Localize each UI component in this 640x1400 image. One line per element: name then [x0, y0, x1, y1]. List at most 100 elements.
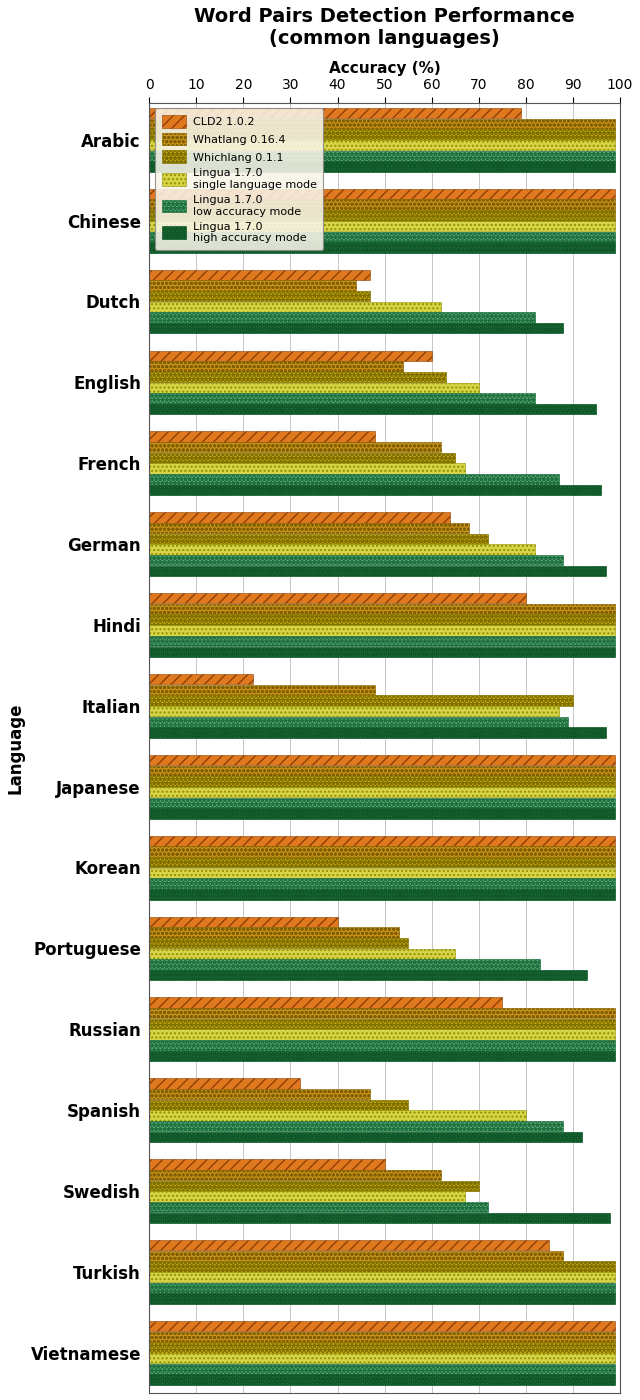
- Bar: [149, 594, 526, 603]
- Bar: [149, 626, 615, 636]
- Bar: [149, 242, 615, 252]
- Bar: [149, 755, 615, 766]
- Bar: [149, 1273, 615, 1282]
- Bar: [149, 119, 615, 129]
- Bar: [149, 836, 615, 846]
- Bar: [149, 475, 559, 484]
- Bar: [149, 108, 521, 118]
- Bar: [149, 291, 371, 301]
- Bar: [149, 323, 563, 333]
- Bar: [149, 280, 356, 291]
- Bar: [149, 1282, 615, 1294]
- Bar: [149, 776, 615, 787]
- Bar: [149, 1343, 615, 1352]
- Bar: [149, 997, 502, 1008]
- Bar: [149, 302, 441, 312]
- Bar: [149, 615, 615, 624]
- Bar: [149, 847, 615, 857]
- Bar: [149, 151, 615, 161]
- Bar: [149, 221, 615, 231]
- Bar: [149, 959, 540, 970]
- Bar: [149, 566, 605, 575]
- Bar: [149, 1078, 300, 1089]
- Bar: [149, 1203, 488, 1212]
- Bar: [149, 405, 596, 414]
- Bar: [149, 1159, 385, 1169]
- Bar: [149, 603, 615, 615]
- Bar: [149, 1110, 526, 1121]
- Bar: [149, 161, 615, 172]
- Bar: [149, 1131, 582, 1142]
- Bar: [149, 140, 615, 150]
- Bar: [149, 636, 615, 647]
- Title: Word Pairs Detection Performance
(common languages): Word Pairs Detection Performance (common…: [194, 7, 575, 48]
- Bar: [149, 1352, 615, 1364]
- Bar: [149, 199, 615, 210]
- Bar: [149, 350, 431, 361]
- Bar: [149, 554, 563, 566]
- Bar: [149, 1212, 611, 1224]
- Bar: [149, 787, 615, 797]
- Bar: [149, 1019, 615, 1029]
- Bar: [149, 970, 587, 980]
- Bar: [149, 927, 399, 938]
- Bar: [149, 1008, 615, 1018]
- Bar: [149, 533, 488, 545]
- Bar: [149, 545, 535, 554]
- Bar: [149, 766, 615, 776]
- Legend: CLD2 1.0.2, Whatlang 0.16.4, Whichlang 0.1.1, Lingua 1.7.0
single language mode,: CLD2 1.0.2, Whatlang 0.16.4, Whichlang 0…: [155, 108, 323, 249]
- Bar: [149, 512, 451, 522]
- Bar: [149, 1191, 465, 1201]
- Bar: [149, 1320, 615, 1331]
- Bar: [149, 728, 605, 738]
- Bar: [149, 1099, 408, 1110]
- Bar: [149, 1180, 479, 1191]
- Bar: [149, 463, 465, 473]
- Bar: [149, 685, 375, 694]
- Y-axis label: Language: Language: [7, 701, 25, 794]
- Bar: [149, 868, 615, 878]
- Bar: [149, 673, 253, 685]
- Bar: [149, 452, 455, 463]
- Bar: [149, 484, 601, 496]
- Bar: [149, 210, 615, 221]
- Bar: [149, 1040, 615, 1050]
- Bar: [149, 442, 441, 452]
- Bar: [149, 1089, 371, 1099]
- Bar: [149, 889, 615, 900]
- Bar: [149, 696, 573, 706]
- Bar: [149, 1170, 441, 1180]
- Bar: [149, 1375, 615, 1385]
- Bar: [149, 312, 535, 323]
- Bar: [149, 1250, 563, 1261]
- Bar: [149, 382, 479, 393]
- Bar: [149, 393, 535, 403]
- Bar: [149, 1029, 615, 1040]
- Bar: [149, 372, 446, 382]
- Bar: [149, 1331, 615, 1343]
- Bar: [149, 647, 615, 657]
- Bar: [149, 189, 615, 199]
- Bar: [149, 857, 615, 868]
- Bar: [149, 270, 371, 280]
- Bar: [149, 1240, 549, 1250]
- Bar: [149, 524, 469, 533]
- Bar: [149, 878, 615, 889]
- Bar: [149, 938, 408, 948]
- Bar: [149, 1364, 615, 1373]
- X-axis label: Accuracy (%): Accuracy (%): [329, 60, 440, 76]
- Bar: [149, 361, 403, 371]
- Bar: [149, 1121, 563, 1131]
- Bar: [149, 1051, 615, 1061]
- Bar: [149, 949, 455, 959]
- Bar: [149, 1261, 615, 1271]
- Bar: [149, 717, 568, 727]
- Bar: [149, 129, 615, 140]
- Bar: [149, 1294, 615, 1303]
- Bar: [149, 808, 615, 819]
- Bar: [149, 231, 615, 242]
- Bar: [149, 798, 615, 808]
- Bar: [149, 917, 337, 927]
- Bar: [149, 706, 559, 717]
- Bar: [149, 431, 375, 442]
